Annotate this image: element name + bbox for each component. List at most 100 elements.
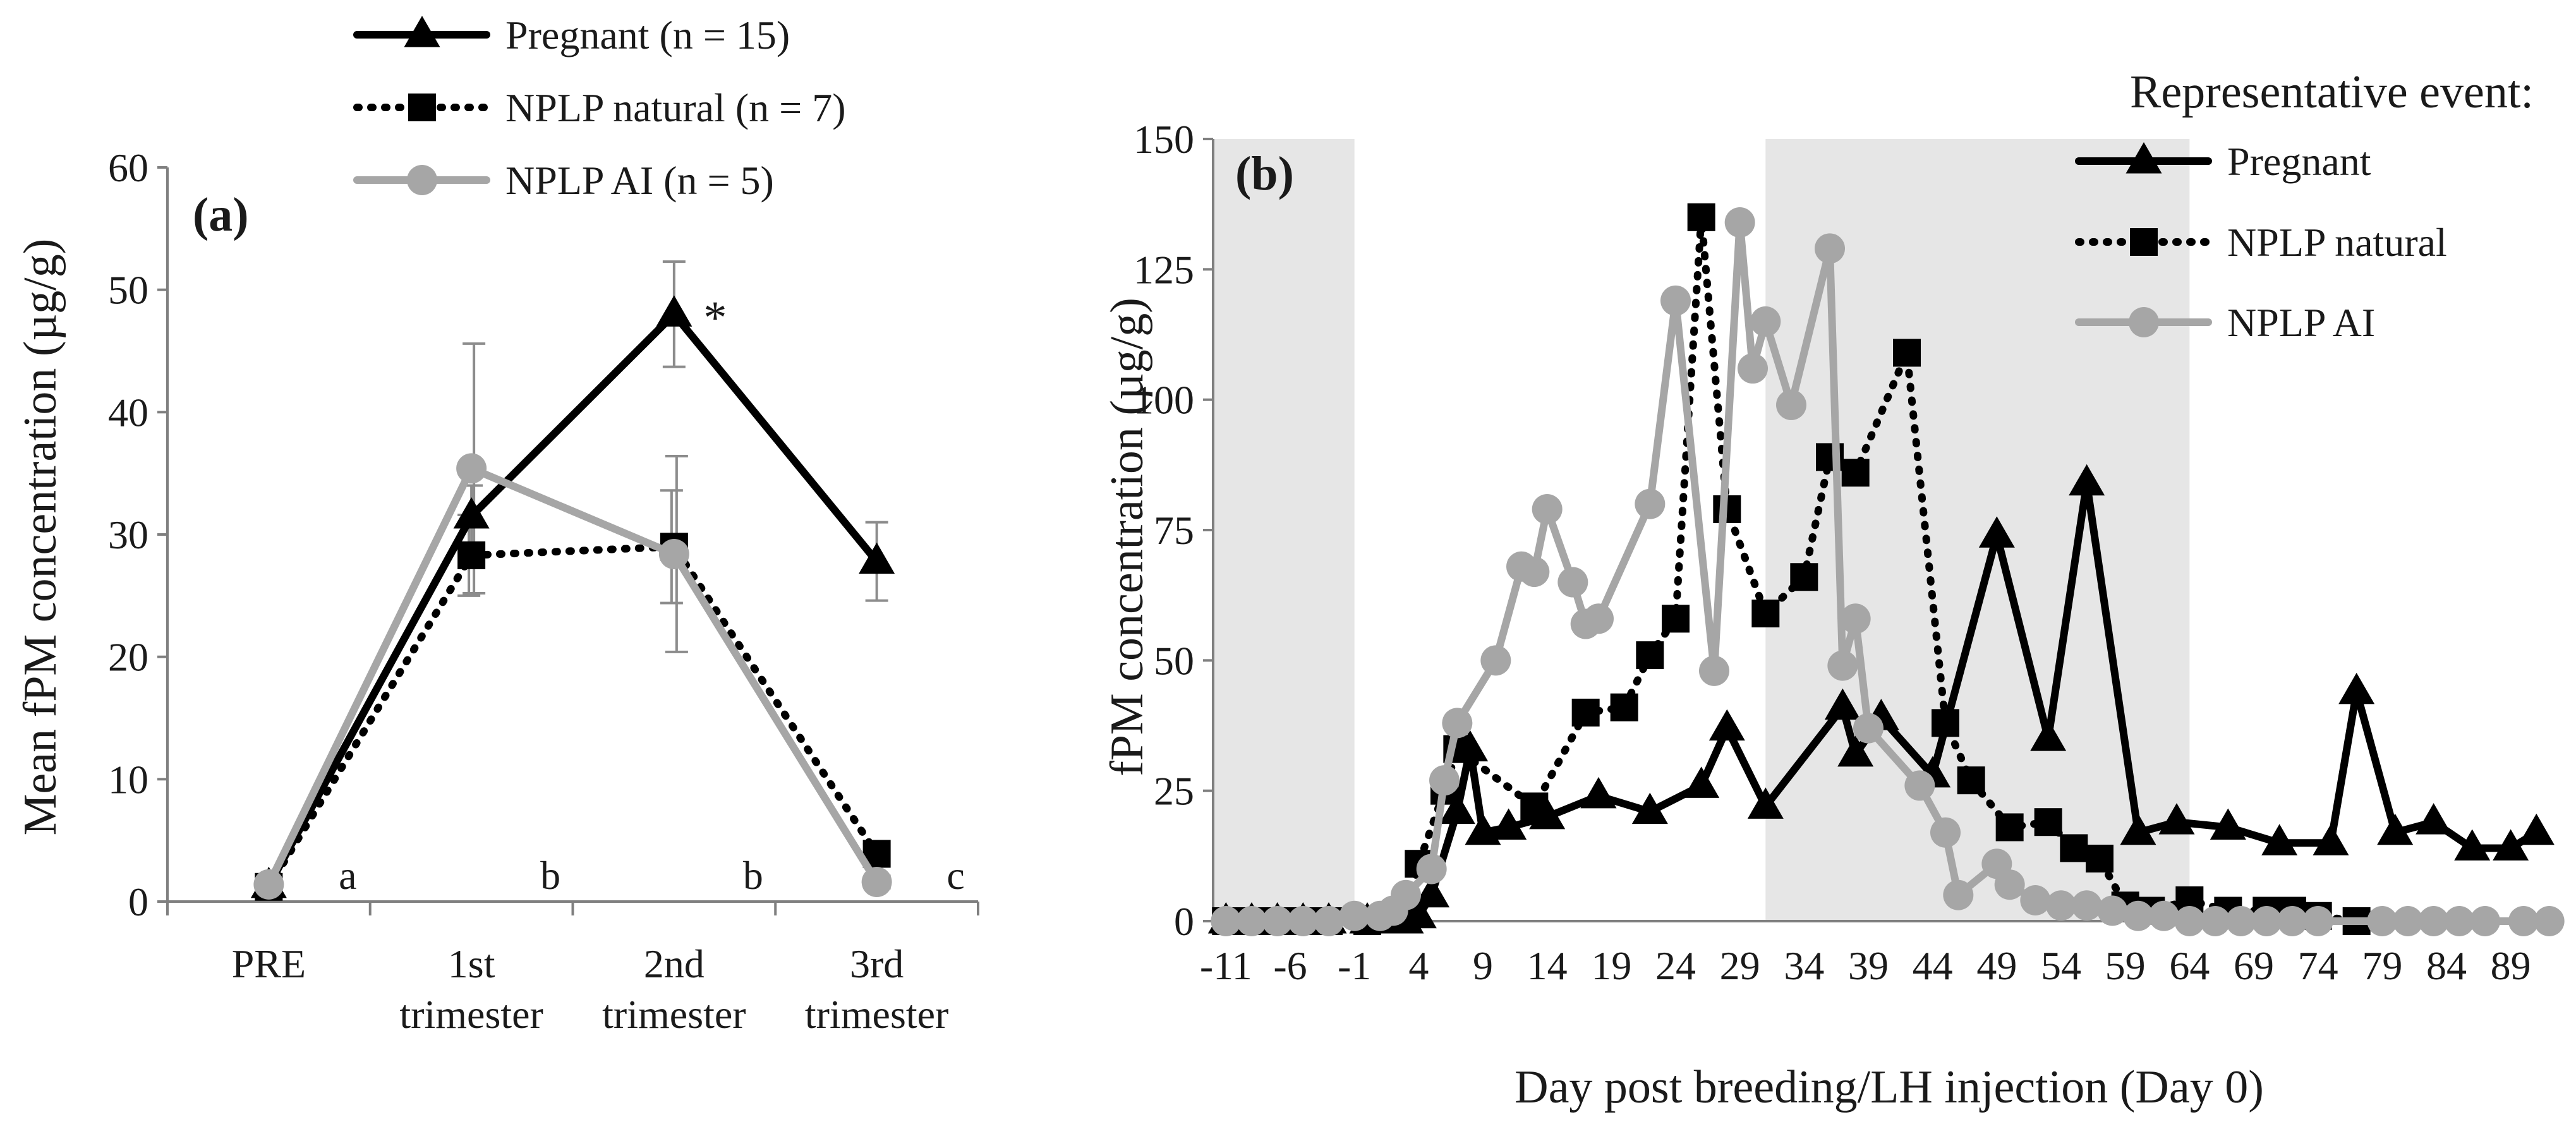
data-point xyxy=(2261,824,2298,855)
x-tick-label: 69 xyxy=(2234,943,2274,988)
data-point xyxy=(1932,709,1959,737)
data-point xyxy=(1957,766,1985,795)
data-point xyxy=(1491,808,1527,840)
y-tick-label: 40 xyxy=(108,390,148,435)
data-point xyxy=(1520,792,1549,821)
legend-marker xyxy=(408,94,436,121)
panel-a-series: * xyxy=(250,260,895,901)
data-point xyxy=(2071,890,2102,921)
data-point xyxy=(1724,207,1755,238)
x-tick-label: -1 xyxy=(1338,943,1371,988)
data-point xyxy=(1580,776,1617,809)
data-point xyxy=(2454,829,2491,860)
x-tick-label: 34 xyxy=(1784,943,1824,988)
data-point xyxy=(1631,792,1668,824)
data-point xyxy=(1699,655,1729,686)
data-point xyxy=(2418,906,2449,936)
x-tick-label: -6 xyxy=(1273,943,1307,988)
data-point xyxy=(456,453,487,484)
data-point xyxy=(1827,650,1858,681)
data-point xyxy=(2444,906,2475,936)
data-point xyxy=(1837,735,1874,767)
data-point xyxy=(1339,900,1370,931)
panel-a-y-axis-label: Mean fPM concentration (µg/g) xyxy=(15,239,66,836)
series-line xyxy=(265,464,881,888)
data-point xyxy=(1824,688,1861,720)
data-point xyxy=(1776,389,1806,420)
data-point xyxy=(2158,803,2195,835)
data-point xyxy=(1747,787,1784,819)
x-tick-label: 89 xyxy=(2491,943,2531,988)
data-point xyxy=(1557,567,1588,598)
legend-label: Pregnant (n = 15) xyxy=(505,13,790,57)
data-point xyxy=(2367,906,2398,936)
x-tick-label: 59 xyxy=(2105,943,2146,988)
data-point xyxy=(2123,900,2153,931)
data-point xyxy=(2034,808,2062,836)
legend-marker xyxy=(2126,142,2162,174)
x-tick-label: 4 xyxy=(1408,943,1429,988)
x-tick-label: trimester xyxy=(805,992,948,1037)
series-line xyxy=(265,543,881,891)
shaded-range xyxy=(1213,139,1355,921)
x-tick-label: 3rd xyxy=(850,941,904,986)
data-point xyxy=(1237,906,1267,936)
x-tick-label: -11 xyxy=(1200,943,1252,988)
data-point xyxy=(453,497,490,529)
data-point xyxy=(1978,516,2015,548)
x-tick-label: 2nd xyxy=(644,941,704,986)
data-point xyxy=(658,538,689,569)
y-tick-label: 0 xyxy=(128,879,148,924)
data-point xyxy=(2020,884,2051,915)
data-point xyxy=(2470,906,2500,936)
legend-label: NPLP AI xyxy=(2227,300,2375,345)
data-point xyxy=(1683,766,1720,798)
x-tick-label: 74 xyxy=(2298,943,2338,988)
data-point xyxy=(2508,906,2539,936)
data-point xyxy=(1391,879,1421,910)
x-tick-label: 79 xyxy=(2362,943,2402,988)
data-point xyxy=(1841,459,1870,487)
data-point xyxy=(1583,603,1614,634)
data-point xyxy=(2046,890,2076,921)
data-point xyxy=(2210,808,2246,840)
y-tick-label: 150 xyxy=(1134,117,1194,162)
panel-b-series xyxy=(1207,203,2565,936)
data-point xyxy=(2225,906,2256,936)
legend-label: Pregnant xyxy=(2227,139,2371,184)
data-point xyxy=(1314,906,1344,936)
x-tick-label: 19 xyxy=(1591,943,1631,988)
data-point xyxy=(1442,708,1473,739)
data-point xyxy=(1893,339,1921,367)
data-point xyxy=(2069,464,2105,496)
data-point xyxy=(1750,306,1781,337)
data-point xyxy=(1853,713,1884,744)
data-point xyxy=(1904,770,1935,801)
y-tick-label: 50 xyxy=(108,268,148,313)
x-tick-label: 44 xyxy=(1913,943,1953,988)
x-tick-label: 24 xyxy=(1655,943,1696,988)
legend-marker xyxy=(407,165,437,195)
group-letter: b xyxy=(540,853,560,898)
y-tick-label: 0 xyxy=(1174,899,1194,944)
data-point xyxy=(2148,900,2179,931)
data-point xyxy=(1532,493,1563,524)
data-point xyxy=(1994,869,2025,900)
x-tick-label: 1st xyxy=(448,941,495,986)
legend-marker xyxy=(404,16,440,47)
data-point xyxy=(2086,844,2113,872)
x-tick-label: PRE xyxy=(232,941,306,986)
data-point xyxy=(1288,906,1319,936)
panel-b-x-axis-label: Day post breeding/LH injection (Day 0) xyxy=(1515,1061,2264,1113)
data-point xyxy=(1687,203,1715,231)
data-point xyxy=(1995,813,2024,842)
y-tick-label: 60 xyxy=(108,145,148,190)
data-point xyxy=(1211,906,1242,936)
y-tick-label: 50 xyxy=(1154,638,1194,683)
data-point xyxy=(2302,906,2333,936)
data-point xyxy=(2030,720,2067,751)
data-point xyxy=(2097,895,2128,926)
data-point xyxy=(859,542,895,574)
